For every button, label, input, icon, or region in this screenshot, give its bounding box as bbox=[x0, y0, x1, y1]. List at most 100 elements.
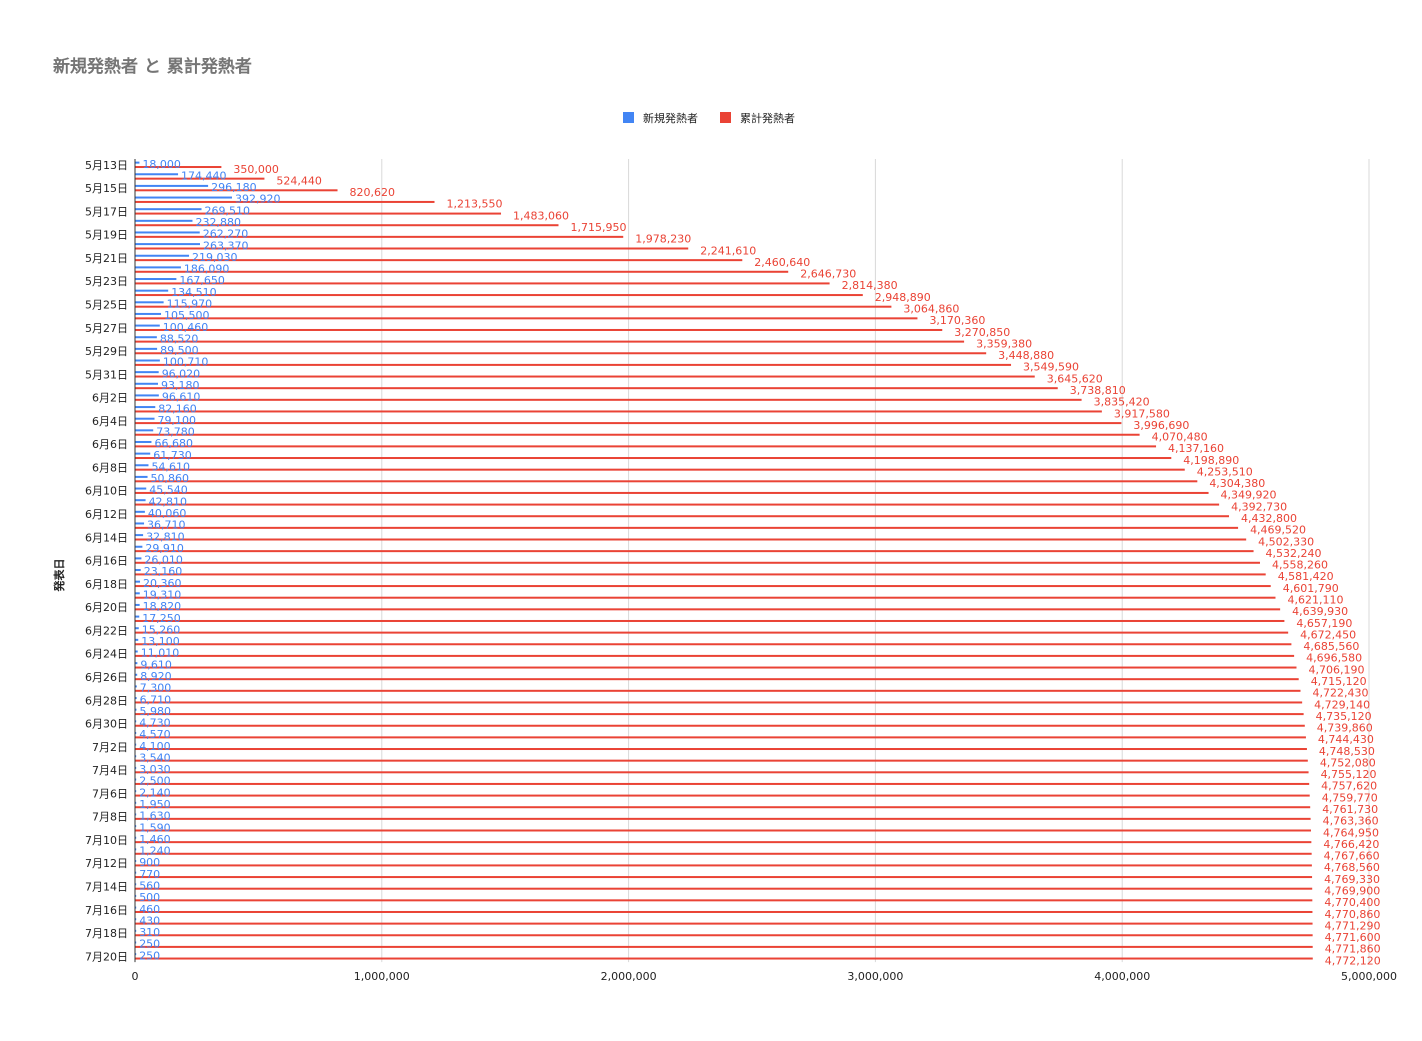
cumulative-bar bbox=[135, 678, 1299, 681]
new-cases-label: 900 bbox=[139, 856, 160, 869]
new-cases-label: 262,270 bbox=[203, 228, 249, 241]
cumulative-label: 4,349,920 bbox=[1221, 489, 1277, 502]
cumulative-bar bbox=[135, 689, 1301, 692]
cumulative-label: 3,917,580 bbox=[1114, 407, 1170, 420]
cumulative-bar bbox=[135, 445, 1157, 448]
cumulative-label: 2,460,640 bbox=[754, 256, 810, 269]
new-cases-bar bbox=[135, 685, 137, 688]
y-tick-label: 6月14日 bbox=[85, 531, 128, 544]
new-cases-label: 26,010 bbox=[144, 554, 183, 567]
cumulative-label: 4,502,330 bbox=[1258, 535, 1314, 548]
cumulative-bar bbox=[135, 317, 918, 320]
cumulative-label: 3,738,810 bbox=[1070, 384, 1126, 397]
new-cases-label: 1,950 bbox=[139, 798, 171, 811]
new-cases-label: 32,810 bbox=[146, 530, 185, 543]
cumulative-bar bbox=[135, 806, 1311, 809]
cumulative-label: 3,835,420 bbox=[1094, 396, 1150, 409]
new-cases-label: 105,500 bbox=[164, 309, 210, 322]
new-cases-bar bbox=[135, 522, 145, 525]
new-cases-label: 770 bbox=[139, 868, 160, 881]
new-cases-label: 250 bbox=[139, 938, 160, 951]
new-cases-bar bbox=[135, 592, 140, 595]
cumulative-bar bbox=[135, 771, 1309, 774]
cumulative-label: 4,766,420 bbox=[1323, 838, 1379, 851]
y-axis-title: 発表日 bbox=[52, 559, 66, 593]
cumulative-label: 4,771,600 bbox=[1325, 931, 1381, 944]
new-cases-bar bbox=[135, 743, 137, 746]
cumulative-label: 3,996,690 bbox=[1133, 419, 1189, 432]
cumulative-label: 3,270,850 bbox=[954, 326, 1010, 339]
new-cases-label: 296,180 bbox=[211, 181, 257, 194]
new-cases-label: 263,370 bbox=[203, 239, 249, 252]
cumulative-label: 4,770,400 bbox=[1324, 896, 1380, 909]
new-cases-label: 20,360 bbox=[143, 577, 182, 590]
new-cases-bar bbox=[135, 673, 138, 676]
new-cases-label: 1,590 bbox=[139, 821, 171, 834]
cumulative-label: 4,761,730 bbox=[1322, 803, 1378, 816]
new-cases-bar bbox=[135, 219, 193, 222]
cumulative-bar bbox=[135, 817, 1311, 820]
new-cases-label: 167,650 bbox=[179, 274, 225, 287]
cumulative-label: 3,064,860 bbox=[903, 303, 959, 316]
new-cases-label: 9,610 bbox=[140, 658, 172, 671]
new-cases-bar bbox=[135, 545, 143, 548]
new-cases-bar bbox=[135, 953, 137, 956]
cumulative-bar bbox=[135, 701, 1303, 704]
y-tick-label: 7月2日 bbox=[92, 741, 128, 754]
cumulative-bar bbox=[135, 794, 1310, 797]
new-cases-bar bbox=[135, 883, 137, 886]
x-tick-label: 2,000,000 bbox=[601, 970, 657, 983]
new-cases-label: 4,100 bbox=[139, 740, 171, 753]
cumulative-label: 4,769,900 bbox=[1324, 885, 1380, 898]
new-cases-label: 115,970 bbox=[167, 298, 213, 311]
cumulative-label: 4,771,290 bbox=[1325, 919, 1381, 932]
new-cases-label: 6,710 bbox=[140, 693, 172, 706]
y-tick-label: 5月17日 bbox=[85, 205, 128, 218]
cumulative-bar bbox=[135, 666, 1297, 669]
x-axis: 0 1,000,000 2,000,000 3,000,000 4,000,000 5,0… bbox=[132, 159, 1397, 983]
cumulative-bar bbox=[135, 899, 1313, 902]
new-cases-label: 11,010 bbox=[141, 647, 180, 660]
y-tick-label: 6月10日 bbox=[85, 485, 128, 498]
y-tick-label: 5月13日 bbox=[85, 159, 128, 172]
cumulative-label: 1,978,230 bbox=[635, 233, 691, 246]
new-cases-bar bbox=[135, 766, 137, 769]
new-cases-label: 15,260 bbox=[142, 623, 181, 636]
new-cases-bar bbox=[135, 720, 137, 723]
cumulative-bar bbox=[135, 631, 1289, 634]
cumulative-bar bbox=[135, 910, 1313, 913]
cumulative-bar bbox=[135, 177, 265, 180]
legend: 新規発熱者 累計発熱者 bbox=[623, 111, 795, 125]
cumulative-bar bbox=[135, 922, 1313, 925]
y-tick-label: 7月14日 bbox=[85, 881, 128, 894]
cumulative-label: 2,646,730 bbox=[800, 268, 856, 281]
new-cases-bar bbox=[135, 301, 164, 304]
y-tick-label: 6月24日 bbox=[85, 648, 128, 661]
new-cases-label: 42,810 bbox=[149, 495, 188, 508]
y-tick-label: 6月8日 bbox=[92, 461, 128, 474]
y-tick-label: 5月19日 bbox=[85, 229, 128, 242]
new-cases-bar bbox=[135, 836, 137, 839]
cumulative-bar bbox=[135, 526, 1239, 529]
cumulative-label: 4,469,520 bbox=[1250, 524, 1306, 537]
new-cases-label: 18,820 bbox=[143, 600, 182, 613]
cumulative-bar bbox=[135, 235, 624, 238]
cumulative-label: 2,241,610 bbox=[700, 244, 756, 257]
new-cases-bar bbox=[135, 813, 137, 816]
new-cases-label: 5,980 bbox=[139, 705, 171, 718]
new-cases-label: 45,540 bbox=[149, 484, 188, 497]
new-cases-label: 18,000 bbox=[142, 158, 181, 171]
cumulative-bar bbox=[135, 608, 1281, 611]
cumulative-bar bbox=[135, 247, 689, 250]
new-cases-label: 50,860 bbox=[151, 472, 190, 485]
cumulative-label: 2,814,380 bbox=[842, 279, 898, 292]
cumulative-bar bbox=[135, 270, 789, 273]
new-cases-bar bbox=[135, 848, 137, 851]
y-tick-label: 5月29日 bbox=[85, 345, 128, 358]
new-cases-label: 93,180 bbox=[161, 379, 200, 392]
cumulative-label: 4,729,140 bbox=[1314, 698, 1370, 711]
new-cases-label: 250 bbox=[139, 949, 160, 962]
cumulative-bar bbox=[135, 340, 965, 343]
new-cases-label: 310 bbox=[139, 926, 160, 939]
new-cases-bar bbox=[135, 487, 147, 490]
